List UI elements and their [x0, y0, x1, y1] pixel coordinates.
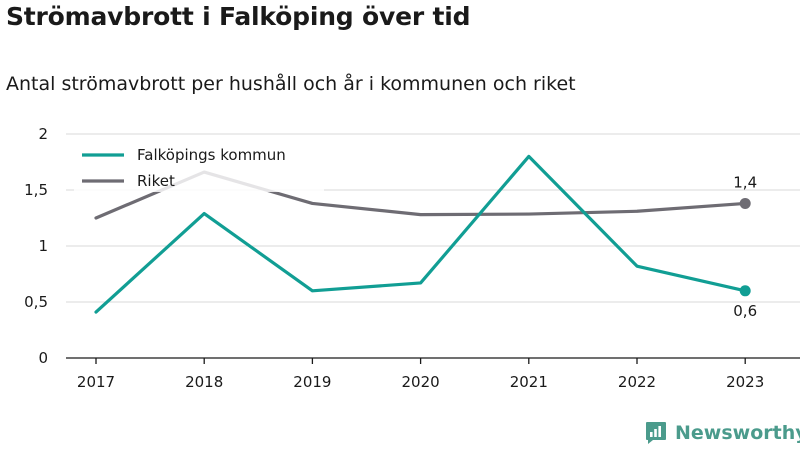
- chart-bubble-icon: [646, 422, 666, 444]
- y-tick-label: 2: [38, 125, 48, 143]
- y-tick-label: 1,5: [24, 181, 48, 199]
- x-tick-label: 2021: [510, 373, 548, 391]
- data-label-kommun: 0,6: [733, 302, 757, 320]
- series-end-point: [739, 197, 751, 209]
- legend-background: [74, 140, 324, 192]
- label-layer: 1,4 0,6: [733, 173, 757, 319]
- legend-label: Falköpings kommun: [137, 146, 286, 164]
- x-tick-label: 2020: [402, 373, 440, 391]
- axis-layer: 0 0,5 1 1,5 2 2017 2018 2019 2020 2021 2022 2023: [24, 125, 800, 391]
- chart-title: Strömavbrott i Falköping över tid: [6, 2, 471, 31]
- brand-name: Newsworthy: [675, 422, 800, 444]
- x-tick-label: 2019: [293, 373, 331, 391]
- legend-label: Riket: [137, 172, 175, 190]
- series-line: [94, 154, 747, 314]
- x-tick-label: 2017: [77, 373, 115, 391]
- x-tick-label: 2022: [618, 373, 656, 391]
- y-tick-label: 0: [38, 349, 48, 367]
- y-tick-label: 0,5: [24, 293, 48, 311]
- y-tick-label: 1: [38, 237, 48, 255]
- x-tick-label: 2018: [185, 373, 223, 391]
- data-label-riket: 1,4: [733, 173, 757, 191]
- newsworthy-logo: Newsworthy: [645, 420, 800, 446]
- chart-subtitle: Antal strömavbrott per hushåll och år i …: [6, 73, 576, 95]
- legend: Falköpings kommun Riket: [74, 140, 324, 192]
- x-tick-label: 2023: [726, 373, 764, 391]
- series-end-point: [739, 285, 751, 297]
